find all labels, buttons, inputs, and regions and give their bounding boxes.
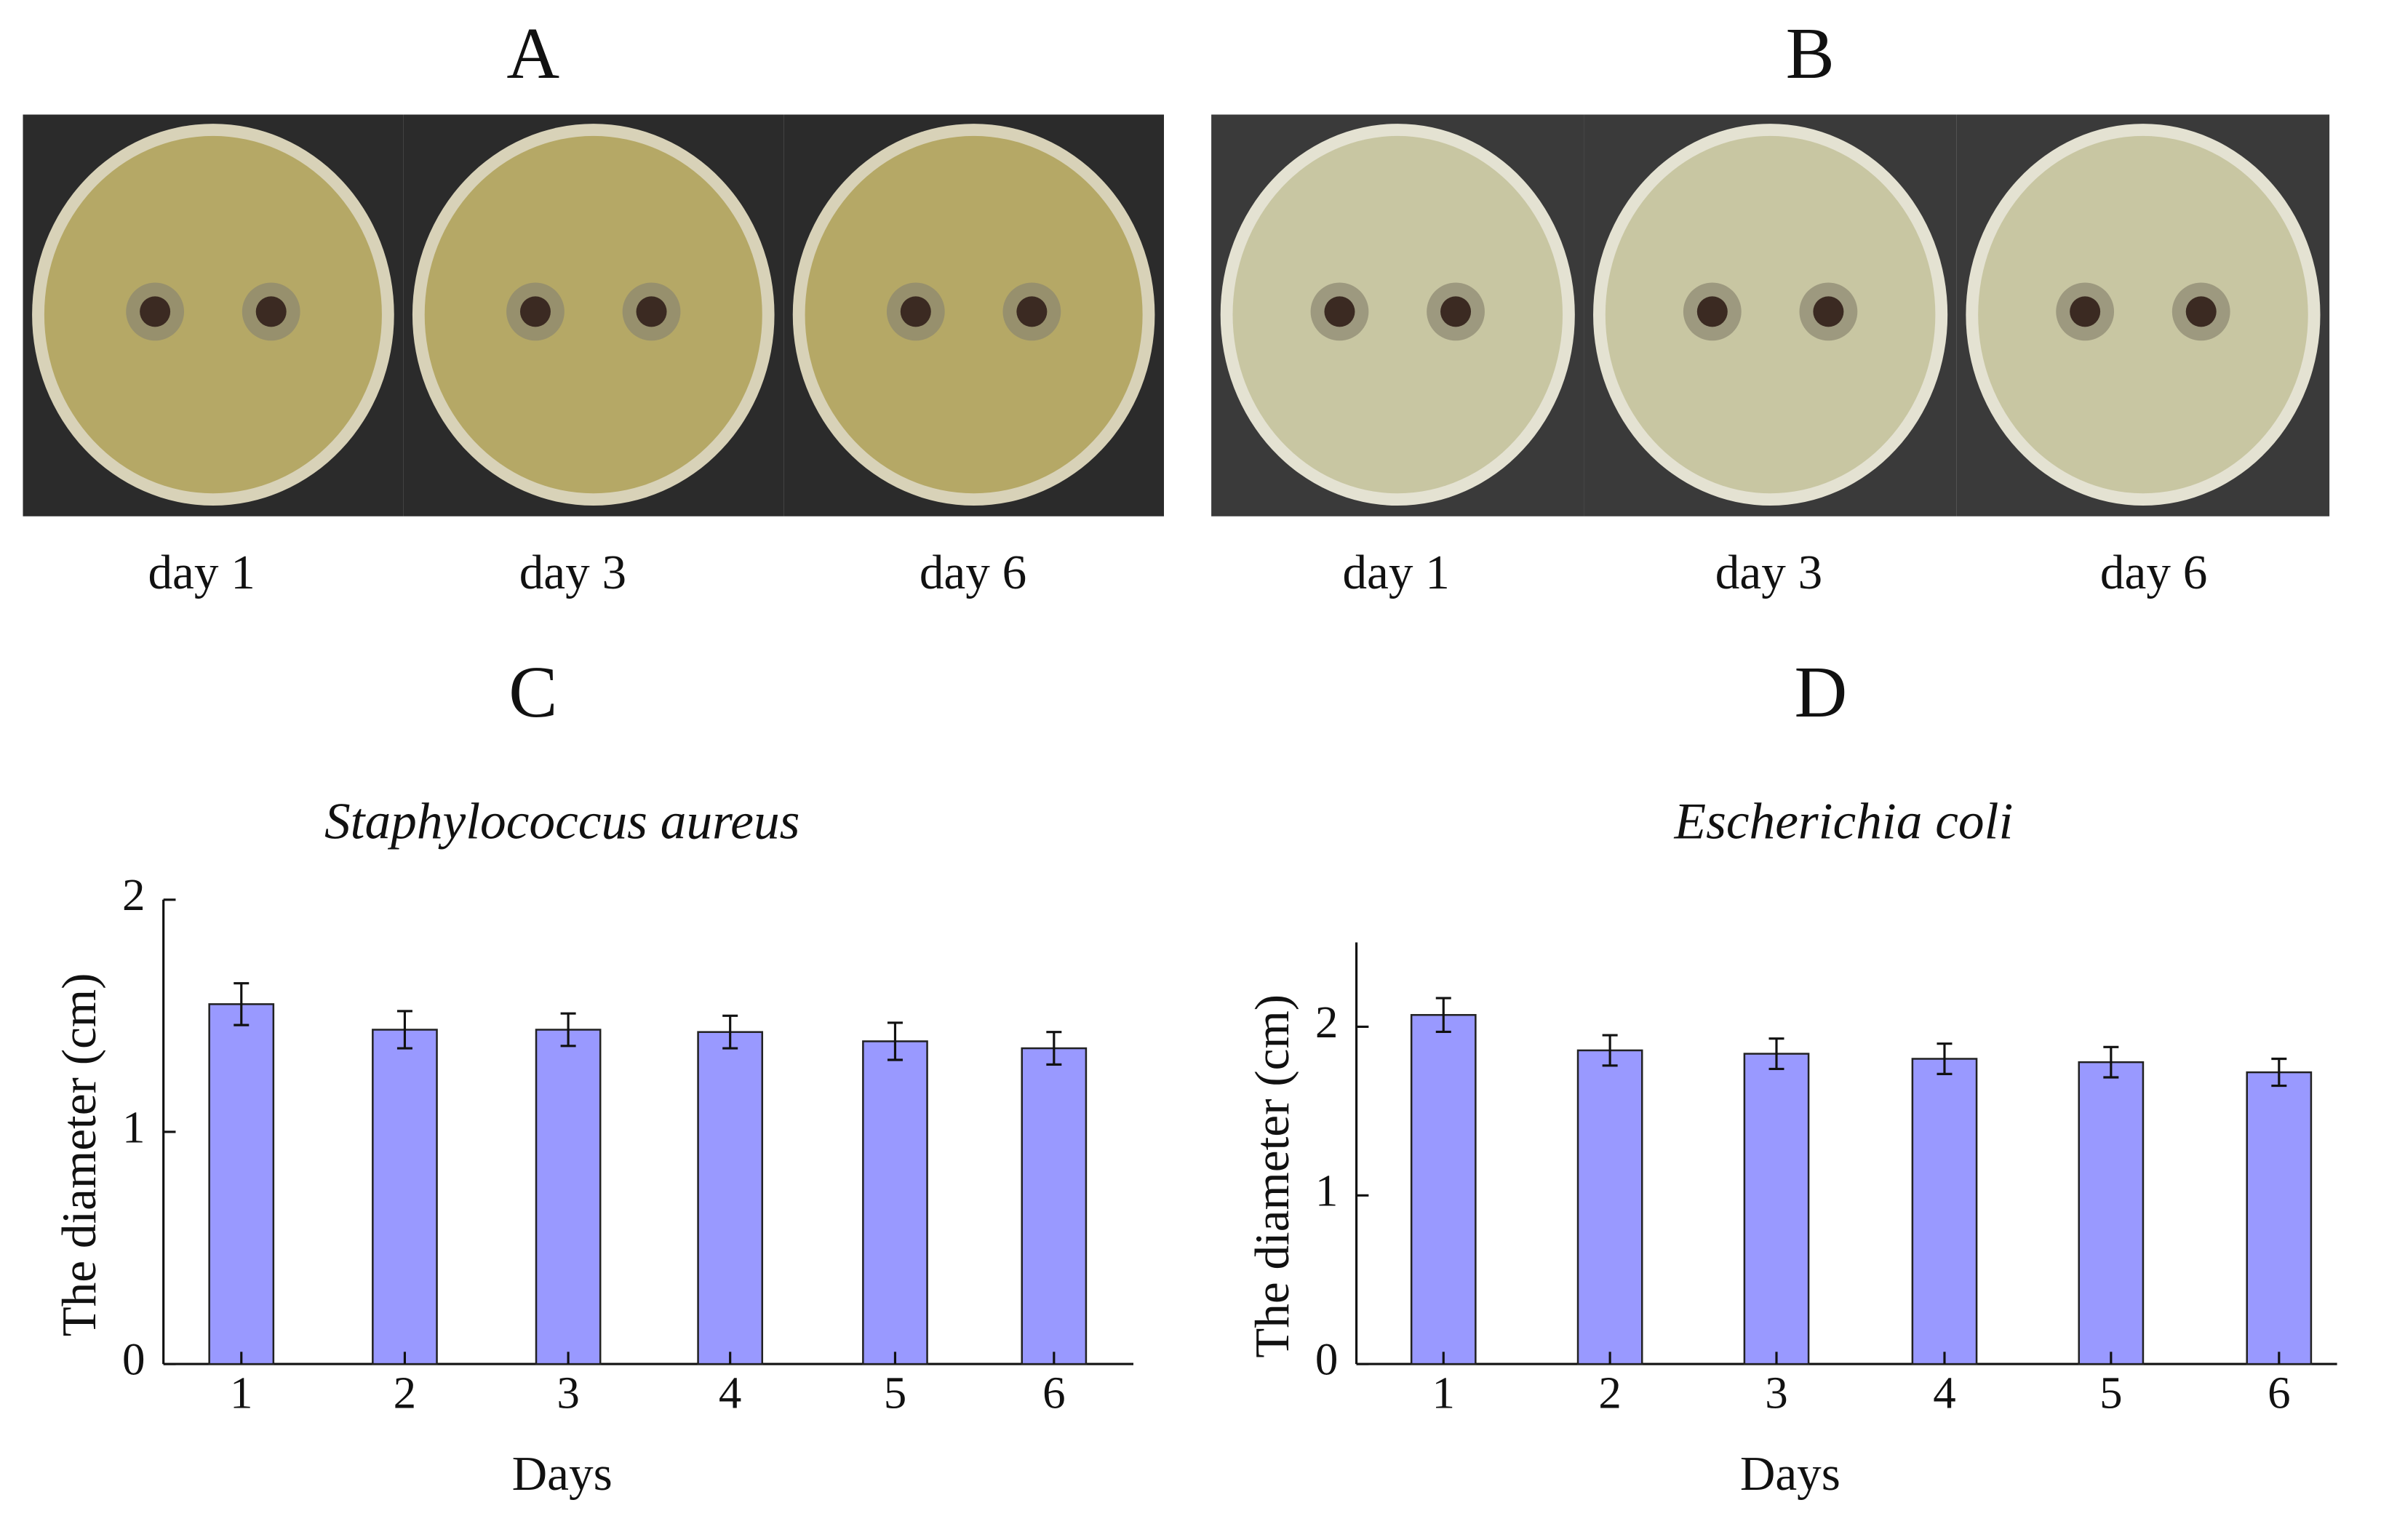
sample-well bbox=[519, 296, 551, 327]
error-bar bbox=[234, 982, 250, 1026]
bar bbox=[1410, 1013, 1477, 1365]
bar bbox=[208, 1003, 275, 1365]
sample-well bbox=[636, 296, 667, 327]
y-tick-label: 0 bbox=[1315, 1334, 1339, 1385]
bar bbox=[862, 1040, 928, 1365]
sample-well bbox=[1324, 296, 1355, 327]
sample-well bbox=[140, 296, 171, 327]
photo-caption: day 3 bbox=[1715, 545, 1822, 599]
sample-well bbox=[1440, 296, 1472, 327]
error-bar bbox=[887, 1021, 903, 1061]
x-tick-label: 4 bbox=[719, 1368, 742, 1419]
sample-well bbox=[1696, 296, 1728, 327]
x-tick-label: 3 bbox=[557, 1368, 580, 1419]
sample-well bbox=[2070, 296, 2101, 327]
bar bbox=[1576, 1049, 1643, 1365]
petri-dish-agar bbox=[1978, 135, 2308, 494]
bar bbox=[1743, 1053, 1810, 1365]
chart-title: Staphylococcus aureus bbox=[324, 792, 799, 850]
y-tick-label: 1 bbox=[1315, 1165, 1339, 1216]
panel-label: B bbox=[1786, 12, 1835, 94]
panel-label: C bbox=[508, 651, 557, 733]
sample-well bbox=[900, 296, 931, 327]
error-bar bbox=[1602, 1034, 1618, 1067]
x-tick-label: 3 bbox=[1765, 1368, 1788, 1419]
x-tick-label: 4 bbox=[1933, 1368, 1956, 1419]
petri-dish-agar bbox=[1232, 135, 1563, 494]
y-axis-label: The diameter (cm) bbox=[1245, 994, 1299, 1358]
petri-dish-agar bbox=[424, 135, 762, 494]
y-tick-label: 2 bbox=[1315, 997, 1339, 1048]
error-bar bbox=[560, 1012, 576, 1048]
error-bar bbox=[1768, 1037, 1784, 1070]
error-bar bbox=[1937, 1042, 1953, 1075]
x-tick-label: 2 bbox=[1598, 1368, 1622, 1419]
bar bbox=[2078, 1061, 2145, 1365]
error-bar bbox=[1046, 1031, 1062, 1066]
photo-caption: day 3 bbox=[519, 545, 626, 599]
photo-caption: day 6 bbox=[2100, 545, 2207, 599]
x-tick-label: 2 bbox=[394, 1368, 417, 1419]
x-tick-label: 6 bbox=[2268, 1368, 2291, 1419]
panel-label: A bbox=[506, 12, 559, 94]
y-tick-label: 2 bbox=[122, 869, 145, 920]
x-tick-label: 1 bbox=[230, 1368, 253, 1419]
error-bar bbox=[396, 1010, 412, 1050]
photo-caption: day 1 bbox=[1342, 545, 1449, 599]
sample-well bbox=[255, 296, 287, 327]
panel-label: D bbox=[1795, 651, 1848, 733]
error-bar bbox=[722, 1014, 738, 1050]
error-bar bbox=[2103, 1045, 2119, 1079]
petri-dish-agar bbox=[1605, 135, 1936, 494]
petri-dish-agar bbox=[44, 135, 382, 494]
sample-well bbox=[1813, 296, 1844, 327]
sample-well bbox=[1016, 296, 1048, 327]
x-tick-label: 1 bbox=[1432, 1368, 1456, 1419]
bar bbox=[535, 1029, 602, 1365]
bar bbox=[2246, 1071, 2313, 1365]
bar bbox=[697, 1031, 764, 1365]
x-axis-label: Days bbox=[1740, 1446, 1840, 1501]
bar bbox=[372, 1029, 438, 1365]
x-tick-label: 5 bbox=[2099, 1368, 2123, 1419]
photo-caption: day 1 bbox=[148, 545, 255, 599]
sample-well bbox=[2185, 296, 2217, 327]
petri-dish-agar bbox=[805, 135, 1143, 494]
photo-caption: day 6 bbox=[920, 545, 1026, 599]
x-axis-label: Days bbox=[512, 1446, 613, 1501]
error-bar bbox=[2271, 1057, 2287, 1088]
y-tick-label: 0 bbox=[122, 1334, 145, 1385]
chart-title: Escherichia coli bbox=[1673, 792, 2013, 850]
x-tick-label: 6 bbox=[1042, 1368, 1066, 1419]
bar bbox=[1911, 1058, 1978, 1365]
error-bar bbox=[1435, 997, 1451, 1033]
x-tick-label: 5 bbox=[884, 1368, 907, 1419]
y-axis-label: The diameter (cm) bbox=[52, 973, 106, 1336]
y-tick-label: 1 bbox=[122, 1101, 145, 1152]
bar bbox=[1021, 1047, 1088, 1365]
